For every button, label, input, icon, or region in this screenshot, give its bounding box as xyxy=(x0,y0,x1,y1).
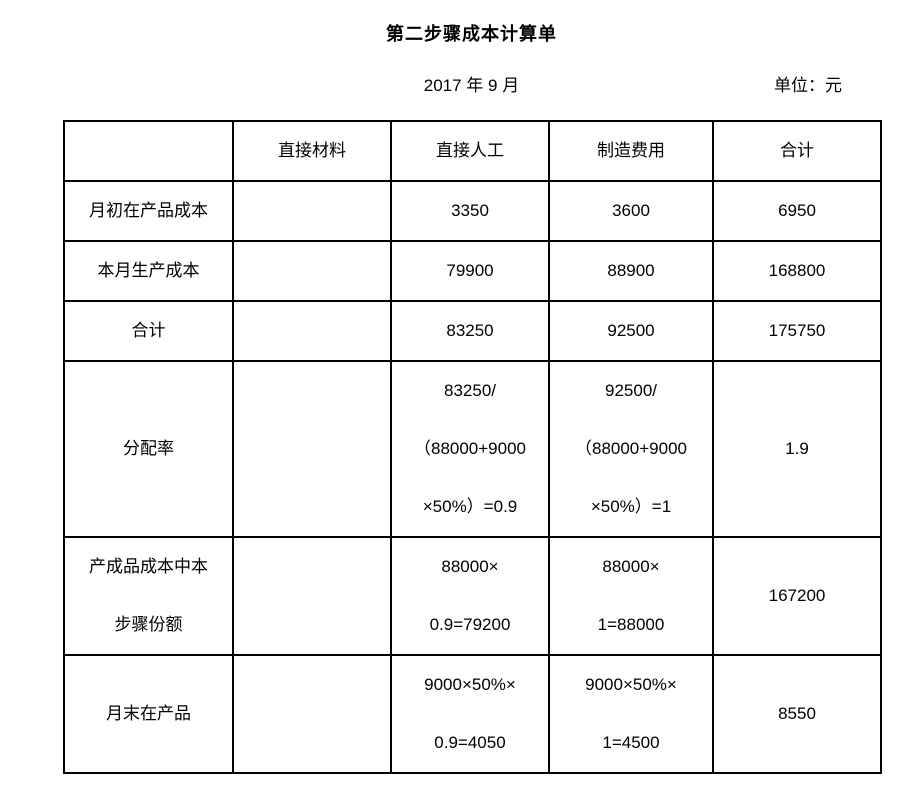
row-label: 本月生产成本 xyxy=(63,240,234,302)
row-label: 分配率 xyxy=(63,360,234,538)
col-header-overhead: 制造费用 xyxy=(548,120,714,182)
cell-direct-material xyxy=(232,300,392,362)
row-label: 月初在产品成本 xyxy=(63,180,234,242)
unit-label: 单位：元 xyxy=(774,76,842,95)
cost-calculation-table: 直接材料 直接人工 制造费用 合计 月初在产品成本 3350 3600 6950… xyxy=(63,120,882,774)
cell-direct-material xyxy=(232,180,392,242)
cell-overhead: 88900 xyxy=(548,240,714,302)
row-label: 月末在产品 xyxy=(63,654,234,774)
cell-total: 167200 xyxy=(712,536,882,656)
cell-total: 8550 xyxy=(712,654,882,774)
cell-direct-material xyxy=(232,536,392,656)
table-row-ending-wip: 月末在产品 9000×50%× 0.9=4050 9000×50%× 1=450… xyxy=(63,654,882,774)
cell-direct-labor: 88000× 0.9=79200 xyxy=(390,536,550,656)
cell-direct-labor: 83250/ （88000+9000 ×50%）=0.9 xyxy=(390,360,550,538)
row-label: 合计 xyxy=(63,300,234,362)
table-row-beginning-wip: 月初在产品成本 3350 3600 6950 xyxy=(63,180,882,242)
header-row: 直接材料 直接人工 制造费用 合计 xyxy=(63,120,882,182)
cell-direct-material xyxy=(232,240,392,302)
table-row-finished-goods-share: 产成品成本中本 步骤份额 88000× 0.9=79200 88000× 1=8… xyxy=(63,536,882,656)
document-page: 第二步骤成本计算单 2017 年 9 月 单位：元 直接材料 直接人工 制造费用… xyxy=(63,14,882,774)
cell-direct-labor: 9000×50%× 0.9=4050 xyxy=(390,654,550,774)
table-row-subtotal: 合计 83250 92500 175750 xyxy=(63,300,882,362)
cell-total: 1.9 xyxy=(712,360,882,538)
row-label: 产成品成本中本 步骤份额 xyxy=(63,536,234,656)
col-header-direct-material: 直接材料 xyxy=(232,120,392,182)
cell-direct-material xyxy=(232,654,392,774)
cell-direct-labor: 83250 xyxy=(390,300,550,362)
table-row-allocation-rate: 分配率 83250/ （88000+9000 ×50%）=0.9 92500/ … xyxy=(63,360,882,538)
cell-total: 6950 xyxy=(712,180,882,242)
cell-overhead: 9000×50%× 1=4500 xyxy=(548,654,714,774)
cell-total: 175750 xyxy=(712,300,882,362)
cell-direct-labor: 79900 xyxy=(390,240,550,302)
cell-direct-material xyxy=(232,360,392,538)
table-row-current-month-cost: 本月生产成本 79900 88900 168800 xyxy=(63,240,882,302)
period-label: 2017 年 9 月 xyxy=(423,76,520,95)
page-title: 第二步骤成本计算单 xyxy=(386,24,557,44)
cell-direct-labor: 3350 xyxy=(390,180,550,242)
cell-total: 168800 xyxy=(712,240,882,302)
col-header-total: 合计 xyxy=(712,120,882,182)
col-header-blank xyxy=(63,120,234,182)
cell-overhead: 3600 xyxy=(548,180,714,242)
cell-overhead: 88000× 1=88000 xyxy=(548,536,714,656)
col-header-direct-labor: 直接人工 xyxy=(390,120,550,182)
cell-overhead: 92500/ （88000+9000 ×50%）=1 xyxy=(548,360,714,538)
meta-row: 2017 年 9 月 单位：元 xyxy=(63,74,880,98)
cell-overhead: 92500 xyxy=(548,300,714,362)
